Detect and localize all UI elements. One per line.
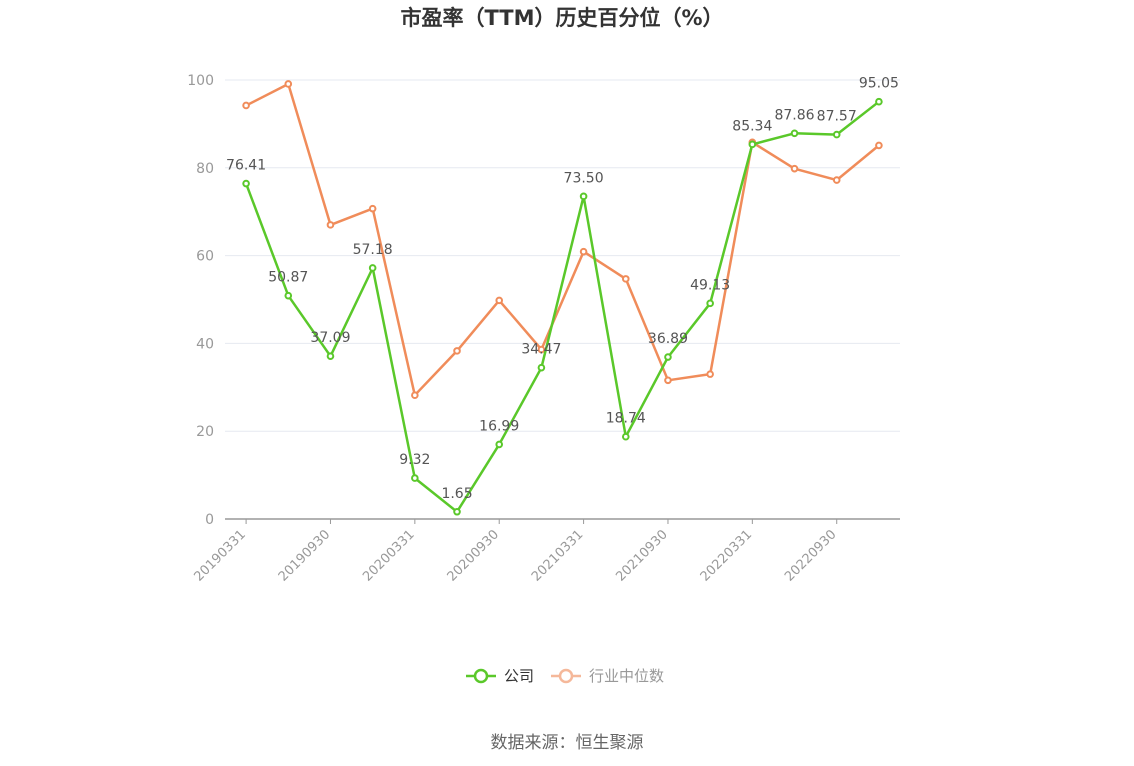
data-point bbox=[326, 352, 335, 360]
x-tick-label: 20200331 bbox=[360, 527, 417, 584]
data-point bbox=[579, 192, 588, 201]
data-label: 18.74 bbox=[606, 411, 646, 427]
data-label: 34.47 bbox=[521, 342, 561, 358]
series-line-0 bbox=[244, 100, 880, 514]
data-label: 57.18 bbox=[353, 242, 393, 258]
x-tick-label: 20210331 bbox=[529, 527, 586, 584]
data-label: 87.57 bbox=[817, 109, 857, 125]
data-label: 87.86 bbox=[774, 107, 814, 123]
series-layer bbox=[242, 80, 883, 516]
data-point bbox=[579, 247, 588, 256]
data-point bbox=[368, 264, 377, 272]
data-label: 76.41 bbox=[226, 158, 266, 174]
y-tick-label: 40 bbox=[196, 336, 214, 352]
source-note: 数据来源：恒生聚源 bbox=[491, 733, 644, 753]
data-point bbox=[748, 140, 757, 149]
data-point bbox=[453, 347, 461, 355]
data-point bbox=[832, 176, 841, 184]
data-point bbox=[790, 164, 799, 173]
data-point bbox=[326, 221, 335, 229]
legend-label-1[interactable]: 行业中位数 bbox=[589, 667, 664, 685]
x-tick-label: 20200930 bbox=[445, 527, 502, 584]
data-label: 49.13 bbox=[690, 277, 730, 293]
y-tick-label: 20 bbox=[196, 424, 214, 440]
x-tick-label: 20190331 bbox=[192, 527, 249, 584]
data-labels: 76.41 50.87 37.09 57.18 9.32 1.65 16.99 34.47 73… bbox=[226, 76, 899, 502]
legend[interactable]: 公司 行业中位数 bbox=[466, 667, 664, 685]
y-tick-label: 100 bbox=[187, 73, 214, 89]
x-tick-label: 20220331 bbox=[698, 527, 755, 584]
data-label: 85.34 bbox=[732, 118, 772, 134]
data-point bbox=[411, 474, 419, 482]
chart-title: 市盈率（TTM）历史百分位（%） bbox=[400, 6, 723, 30]
y-tick-label: 0 bbox=[205, 512, 214, 528]
data-label: 50.87 bbox=[268, 270, 308, 286]
y-tick-label: 60 bbox=[196, 249, 214, 265]
data-point bbox=[495, 296, 504, 305]
data-point bbox=[790, 129, 799, 138]
data-point bbox=[284, 80, 293, 88]
data-label: 37.09 bbox=[310, 330, 350, 346]
x-tick-label: 20190930 bbox=[276, 527, 333, 584]
data-point bbox=[664, 353, 672, 361]
data-point bbox=[411, 391, 419, 400]
data-point bbox=[368, 204, 377, 213]
y-tick-label: 80 bbox=[196, 161, 214, 177]
data-label: 95.05 bbox=[859, 76, 899, 92]
data-point bbox=[664, 376, 672, 385]
data-point bbox=[453, 507, 461, 516]
data-point bbox=[537, 345, 546, 354]
data-label: 9.32 bbox=[399, 452, 430, 468]
data-point bbox=[706, 370, 714, 378]
data-label: 73.50 bbox=[564, 170, 604, 186]
data-point bbox=[242, 101, 250, 110]
legend-marker-1[interactable] bbox=[558, 668, 574, 684]
data-point bbox=[495, 440, 504, 449]
data-point bbox=[537, 363, 546, 372]
axes: 0 20 40 60 80 100 20190331 20190930 20200331 2020… bbox=[187, 73, 900, 585]
legend-marker-0[interactable] bbox=[473, 668, 489, 684]
data-point bbox=[621, 275, 630, 283]
data-label: 16.99 bbox=[479, 418, 519, 434]
data-point bbox=[284, 291, 293, 300]
legend-label-0[interactable]: 公司 bbox=[504, 667, 534, 685]
data-point bbox=[706, 299, 714, 308]
data-label: 1.65 bbox=[441, 486, 472, 502]
data-point bbox=[242, 179, 250, 188]
data-point bbox=[875, 97, 883, 106]
data-point bbox=[875, 141, 883, 150]
data-point bbox=[621, 432, 630, 441]
series-line-1 bbox=[245, 82, 880, 397]
x-tick-label: 20220930 bbox=[782, 527, 839, 584]
data-point bbox=[832, 130, 841, 139]
data-label: 36.89 bbox=[648, 331, 688, 347]
x-tick-label: 20210930 bbox=[613, 527, 670, 584]
